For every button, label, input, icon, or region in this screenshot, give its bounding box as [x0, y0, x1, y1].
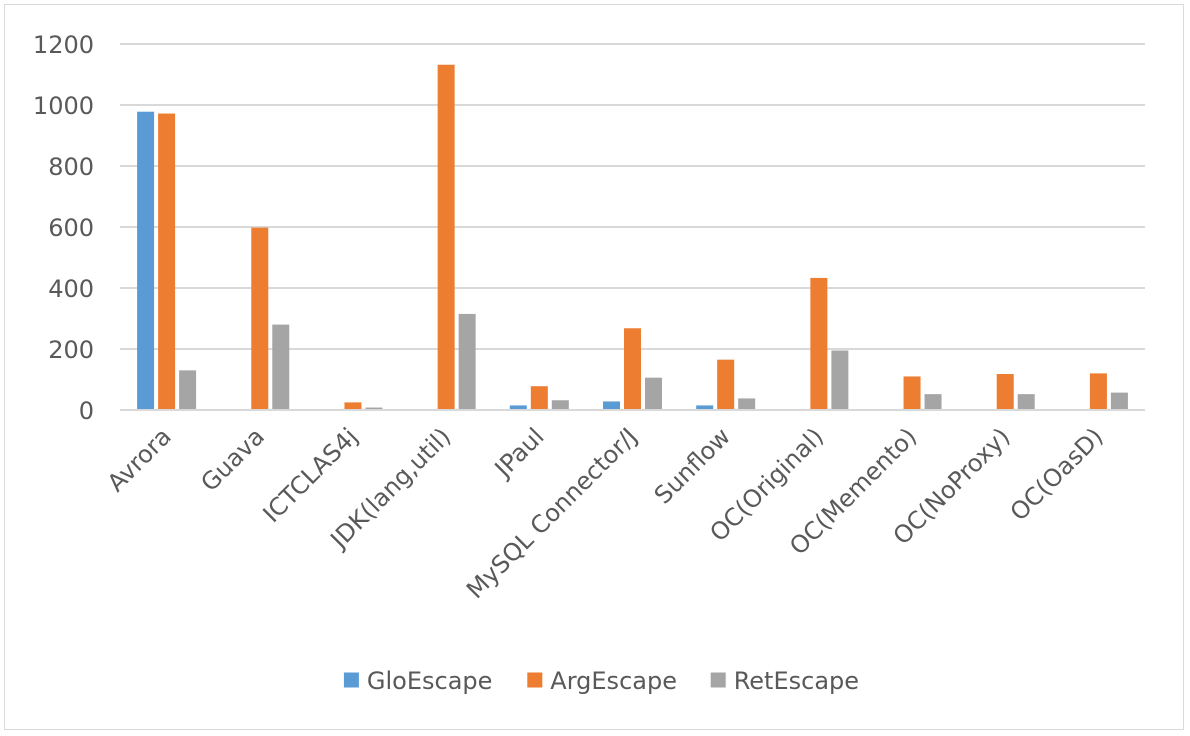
bar-retescape-0	[179, 370, 197, 410]
y-tick-label: 800	[48, 153, 94, 181]
legend-swatch-gloescape	[343, 672, 359, 688]
bar-retescape-4	[551, 400, 569, 410]
legend-label: ArgEscape	[550, 667, 677, 695]
bar-retescape-1	[272, 324, 290, 410]
legend-label: GloEscape	[367, 667, 493, 695]
bar-retescape-5	[645, 377, 662, 410]
x-category-label: MySQL Connector/J	[461, 422, 643, 604]
x-category-label: Sunflow	[649, 422, 736, 509]
legend-label: RetEscape	[734, 667, 859, 695]
bar-argescape-3	[437, 64, 455, 411]
bar-gloescape-5	[603, 401, 620, 410]
bar-retescape-2	[365, 407, 383, 410]
x-category-label: Avrora	[102, 422, 177, 497]
legend-swatch-argescape	[527, 672, 543, 688]
y-tick-label: 1000	[33, 92, 94, 120]
bar-retescape-8	[924, 394, 942, 410]
y-tick-label: 1200	[33, 31, 94, 59]
bar-gloescape-6	[696, 405, 714, 410]
bar-argescape-0	[158, 113, 176, 410]
bar-argescape-9	[996, 374, 1014, 410]
bar-argescape-8	[903, 376, 921, 410]
y-tick-label: 0	[79, 397, 94, 425]
legend: GloEscape ArgEscape RetEscape	[343, 667, 859, 695]
y-tick-label: 400	[48, 275, 94, 303]
bars	[137, 64, 1128, 411]
bar-argescape-2	[344, 402, 362, 410]
x-category-label: Guava	[195, 422, 270, 497]
bar-argescape-5	[624, 328, 641, 410]
bar-retescape-6	[738, 398, 756, 410]
y-tick-label: 200	[48, 336, 94, 364]
bar-argescape-4	[530, 386, 548, 410]
bar-argescape-7	[810, 277, 828, 410]
legend-swatch-retescape	[710, 672, 726, 688]
bar-argescape-1	[251, 227, 269, 410]
bar-retescape-7	[831, 350, 849, 410]
bar-gloescape-0	[137, 111, 155, 411]
x-category-label: JPaul	[488, 422, 550, 484]
bar-retescape-3	[458, 313, 476, 410]
x-category-label: OC(OasD)	[1005, 422, 1109, 526]
bar-argescape-10	[1089, 373, 1107, 410]
chart-frame	[4, 4, 1184, 730]
bar-retescape-9	[1017, 394, 1035, 410]
bar-retescape-10	[1110, 392, 1128, 410]
gridlines	[120, 43, 1145, 350]
y-tick-label: 600	[48, 214, 94, 242]
bar-argescape-6	[717, 359, 735, 410]
bar-gloescape-4	[509, 405, 527, 410]
y-axis-tick-labels: 0 200 400 600 800 1000 1200	[33, 31, 94, 425]
